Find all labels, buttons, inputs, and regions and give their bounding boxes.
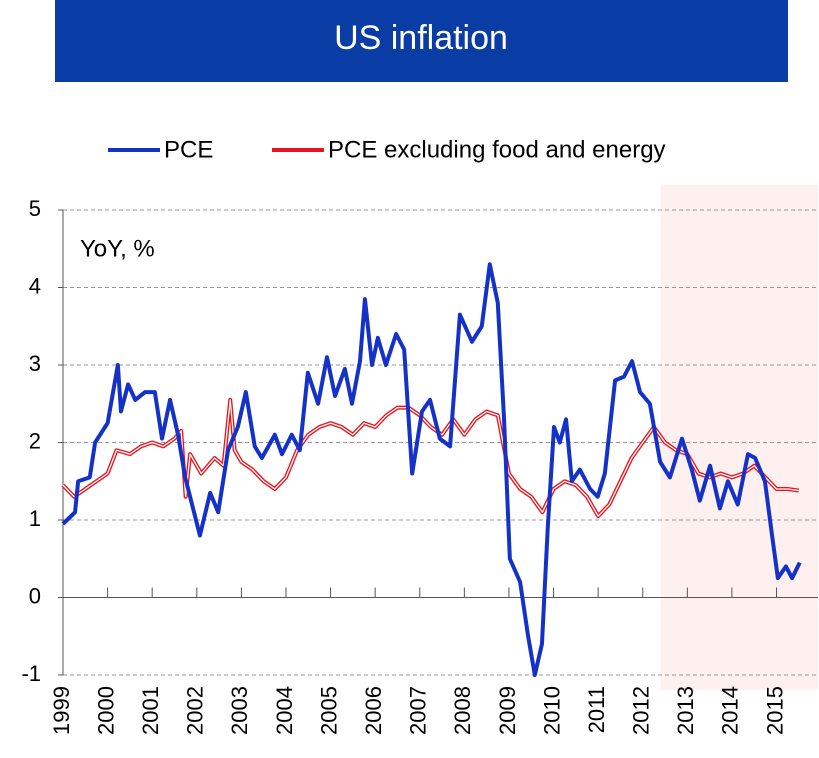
x-tick-label: 2003 [227, 686, 252, 735]
x-tick-label: 2011 [584, 686, 609, 733]
x-tick-label: 2009 [495, 686, 520, 735]
x-tick-label: 2013 [673, 686, 698, 735]
x-tick-label: 2010 [539, 686, 564, 735]
y-tick-label: 4 [29, 273, 41, 298]
highlight-region [660, 185, 818, 690]
x-tick-label: 2002 [183, 686, 208, 735]
x-tick-label: 2006 [361, 686, 386, 735]
x-tick-label: 2007 [406, 686, 431, 735]
y-tick-label: 1 [29, 506, 41, 531]
legend-label: PCE [164, 136, 213, 163]
x-tick-label: 2005 [316, 686, 341, 735]
y-tick-label: 2 [29, 428, 41, 453]
x-tick-label: 1999 [49, 686, 74, 735]
chart-title: US inflation [334, 19, 508, 57]
x-tick-label: 2004 [272, 686, 297, 735]
x-tick-label: 2012 [629, 686, 654, 735]
y-tick-label: 5 [29, 196, 41, 221]
annotation: YoY, % [80, 235, 155, 262]
legend-label: PCE excluding food and energy [328, 136, 666, 163]
y-tick-label: -1 [21, 661, 41, 686]
y-tick-label: 3 [29, 351, 41, 376]
x-tick-label: 2000 [93, 686, 118, 735]
x-tick-label: 2001 [138, 686, 163, 735]
x-tick-label: 2014 [718, 686, 743, 735]
x-tick-label: 2015 [762, 686, 787, 735]
series-line [61, 262, 802, 677]
x-tick-label: 2008 [450, 686, 475, 735]
y-tick-label: 0 [29, 583, 41, 608]
title-banner [55, 0, 788, 82]
